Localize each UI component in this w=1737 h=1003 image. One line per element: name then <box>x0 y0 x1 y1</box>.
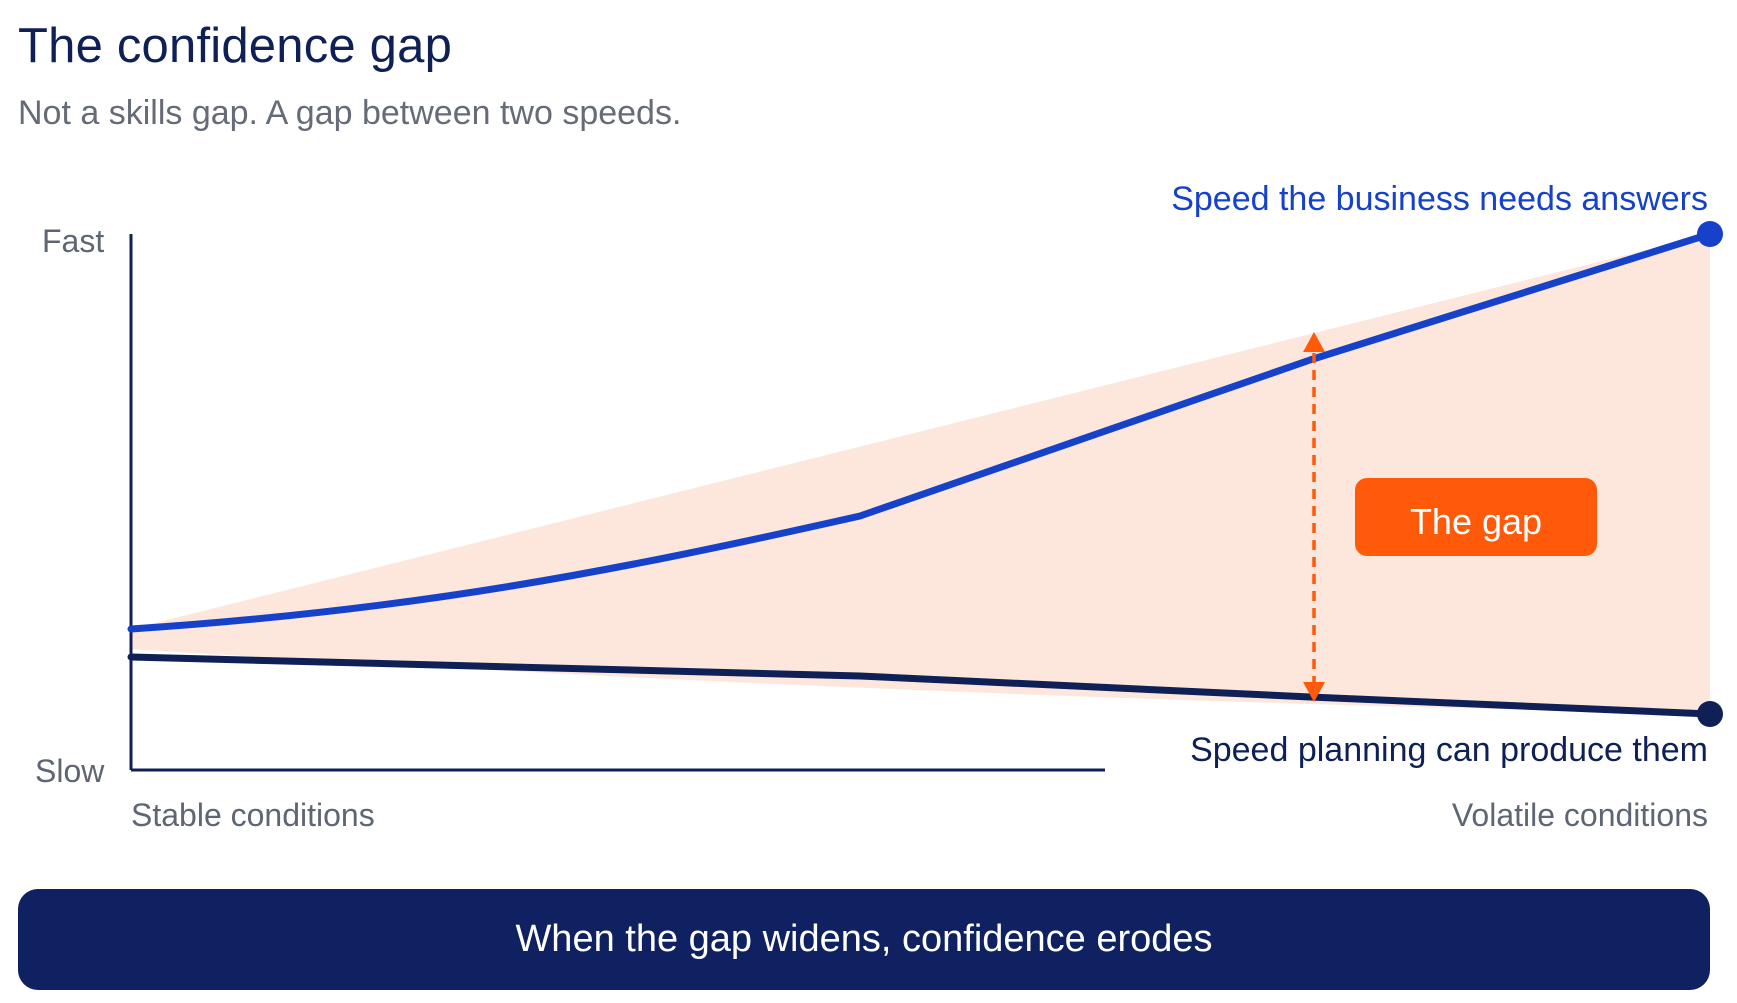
planning-speed-label: Speed planning can produce them <box>1190 731 1708 769</box>
conclusion-banner: When the gap widens, confidence erodes <box>18 889 1710 990</box>
x-axis-right-label: Volatile conditions <box>1451 797 1708 833</box>
gap-arrow-up-icon <box>1303 332 1325 352</box>
gap-badge: The gap <box>1355 478 1597 556</box>
conclusion-text: When the gap widens, confidence erodes <box>515 918 1213 960</box>
business-speed-line <box>127 230 1714 633</box>
y-axis-top-label: Fast <box>42 223 105 259</box>
y-axis-bottom-label: Slow <box>35 753 105 789</box>
planning-speed-line <box>127 653 1714 718</box>
business-speed-label: Speed the business needs answers <box>1171 180 1708 218</box>
gap-arrow-down-icon <box>1303 682 1325 702</box>
x-axis-left-label: Stable conditions <box>131 797 375 833</box>
planning-speed-endpoint <box>1697 701 1723 727</box>
business-speed-endpoint <box>1697 221 1723 247</box>
diagram-subtitle: Not a skills gap. A gap between two spee… <box>18 94 682 132</box>
diagram-title: The confidence gap <box>18 19 453 73</box>
